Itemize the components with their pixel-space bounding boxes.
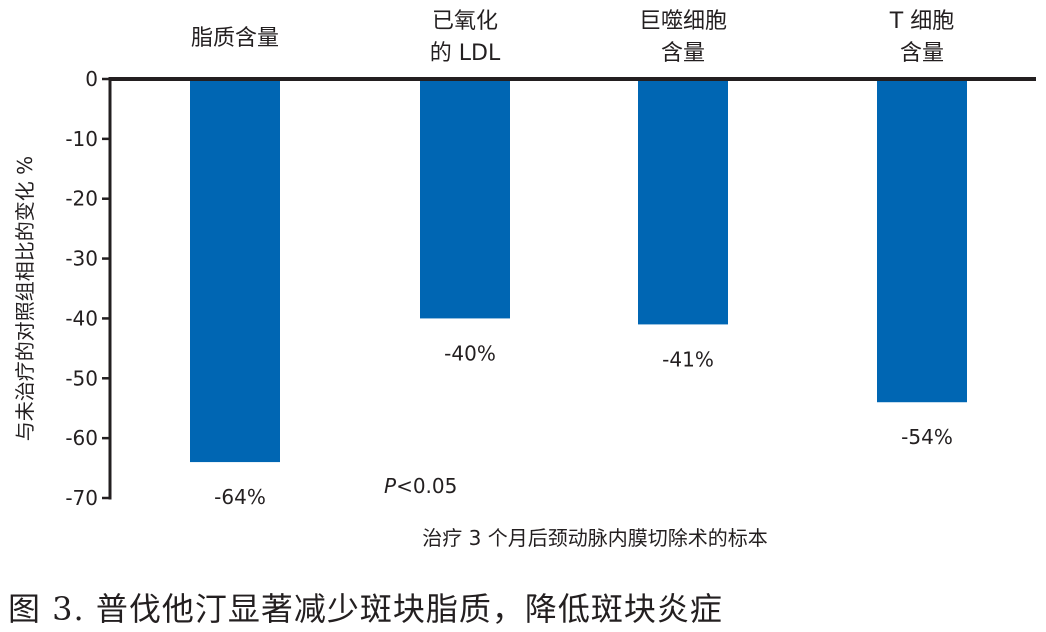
bar [638,79,728,325]
data-label: -64% [214,485,266,509]
bar [420,79,510,319]
y-tick-label: -10 [65,127,98,151]
y-tick-label: -60 [65,426,98,450]
y-tick-label: -20 [65,187,98,211]
category-label: 含量 [661,41,705,66]
category-label: 巨噬细胞 [639,9,727,34]
category-label: 含量 [900,41,944,66]
data-label: -41% [662,347,714,371]
x-axis-title: 治疗 3 个月后颈动脉内膜切除术的标本 [422,526,767,550]
bars-layer [190,79,967,463]
y-tick-label: 0 [85,67,98,91]
y-tick-label: -50 [65,366,98,390]
axes-layer [102,77,1036,500]
category-label: 的 LDL [430,41,501,66]
data-label: -40% [444,341,496,365]
bar [877,79,967,403]
category-label: 脂质含量 [191,26,279,51]
y-tick-label: -30 [65,247,98,271]
figure-caption: 图 3. 普伐他汀显著减少斑块脂质，降低斑块炎症 [8,590,723,628]
category-label: 已氧化 [432,9,498,34]
bar [190,79,280,463]
y-axis-title: 与未治疗的对照组相比的变化 % [13,156,37,441]
y-tick-label: -40 [65,306,98,330]
y-tick-label: -70 [65,486,98,510]
significance-annotation: P<0.05 [384,474,457,498]
data-label: -54% [901,425,953,449]
category-label: T 细胞 [889,9,954,34]
